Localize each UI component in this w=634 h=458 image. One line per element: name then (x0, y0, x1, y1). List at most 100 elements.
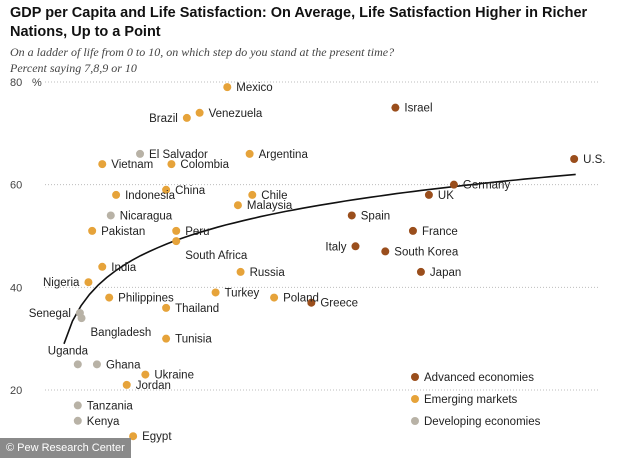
point-france (408, 226, 417, 235)
point-mexico (223, 83, 232, 92)
label-indonesia: Indonesia (125, 190, 175, 202)
point-egypt (129, 432, 138, 441)
label-senegal: Senegal (29, 308, 71, 320)
label-japan: Japan (430, 267, 461, 279)
point-philippines (105, 293, 114, 302)
label-nigeria: Nigeria (43, 277, 80, 289)
point-argentina (245, 149, 254, 158)
point-tanzania (73, 401, 82, 410)
point-chile (248, 190, 257, 199)
y-tick-label-40: 40 (10, 282, 22, 294)
point-ukraine (141, 370, 150, 379)
point-malaysia (233, 201, 242, 210)
point-bangladesh (77, 314, 86, 323)
label-nicaragua: Nicaragua (120, 210, 173, 222)
legend-swatch-advanced (411, 373, 419, 381)
label-argentina: Argentina (259, 149, 309, 161)
point-kenya (73, 416, 82, 425)
legend-label-emerging: Emerging markets (424, 394, 518, 406)
label-uk: UK (438, 190, 454, 202)
label-u-s: U.S. (583, 154, 605, 166)
point-nigeria (84, 278, 93, 287)
label-france: France (422, 226, 458, 238)
label-ghana: Ghana (106, 359, 141, 371)
point-poland (270, 293, 279, 302)
point-colombia (167, 160, 176, 169)
point-el-salvador (136, 149, 145, 158)
label-philippines: Philippines (118, 293, 174, 305)
y-tick-label-60: 60 (10, 180, 22, 192)
point-russia (236, 267, 245, 276)
point-greece (307, 298, 316, 307)
gridlines (45, 81, 600, 391)
label-egypt: Egypt (142, 431, 172, 443)
label-colombia: Colombia (180, 159, 229, 171)
label-pakistan: Pakistan (101, 226, 145, 238)
legend-swatch-developing (411, 417, 419, 425)
point-peru (172, 226, 181, 235)
point-uganda (73, 360, 82, 369)
point-turkey (211, 288, 220, 297)
point-venezuela (195, 108, 204, 117)
label-italy: Italy (325, 241, 346, 253)
point-jordan (122, 380, 131, 389)
label-china: China (175, 185, 206, 197)
point-south-korea (381, 247, 390, 256)
label-greece: Greece (320, 298, 358, 310)
label-jordan: Jordan (136, 380, 171, 392)
label-uganda: Uganda (48, 345, 89, 357)
source-credit: © Pew Research Center (0, 438, 131, 458)
point-germany (449, 180, 458, 189)
point-israel (391, 103, 400, 112)
label-germany: Germany (463, 180, 511, 192)
label-thailand: Thailand (175, 303, 219, 315)
label-bangladesh: Bangladesh (91, 327, 152, 339)
label-russia: Russia (250, 267, 286, 279)
point-japan (416, 267, 425, 276)
point-ghana (92, 360, 101, 369)
y-axis-ticks: 20 40 60 80% (10, 77, 42, 397)
point-labels: Mexico Venezuela Brazil Israel El Salvador Ar… (29, 82, 606, 443)
point-pakistan (88, 226, 97, 235)
y-tick-label-80: 80 (10, 77, 22, 89)
label-venezuela: Venezuela (209, 108, 263, 120)
point-uk (424, 190, 433, 199)
label-chile: Chile (261, 190, 287, 202)
y-tick-label-20: 20 (10, 385, 22, 397)
point-spain (347, 211, 356, 220)
point-vietnam (98, 160, 107, 169)
data-points (73, 83, 579, 441)
point-brazil (182, 113, 191, 122)
label-mexico: Mexico (236, 82, 272, 94)
legend-label-developing: Developing economies (424, 416, 541, 428)
label-tanzania: Tanzania (87, 400, 134, 412)
trendline (63, 173, 576, 345)
y-unit-label: % (32, 77, 42, 89)
label-el-salvador: El Salvador (149, 149, 208, 161)
label-turkey: Turkey (225, 287, 260, 299)
point-nicaragua (106, 211, 115, 220)
legend-label-advanced: Advanced economies (424, 372, 534, 384)
point-indonesia (112, 190, 121, 199)
label-malaysia: Malaysia (247, 200, 293, 212)
label-south-africa: South Africa (185, 250, 248, 262)
point-italy (351, 242, 360, 251)
point-south-africa (172, 237, 181, 246)
chart-title: GDP per Capita and Life Satisfaction: On… (10, 5, 588, 40)
point-tunisia (162, 334, 171, 343)
label-south-korea: South Korea (394, 246, 459, 258)
label-vietnam: Vietnam (111, 159, 153, 171)
trendline-layer (63, 173, 576, 345)
chart-subtitle: On a ladder of life from 0 to 10, on whi… (10, 45, 395, 75)
label-brazil: Brazil (149, 113, 178, 125)
label-peru: Peru (185, 226, 209, 238)
point-thailand (162, 303, 171, 312)
label-israel: Israel (404, 103, 432, 115)
label-poland: Poland (283, 293, 319, 305)
label-tunisia: Tunisia (175, 334, 212, 346)
label-ukraine: Ukraine (154, 370, 194, 382)
label-india: India (111, 262, 137, 274)
legend: Advanced economies Emerging markets Develo… (411, 372, 541, 428)
point-india (98, 262, 107, 271)
